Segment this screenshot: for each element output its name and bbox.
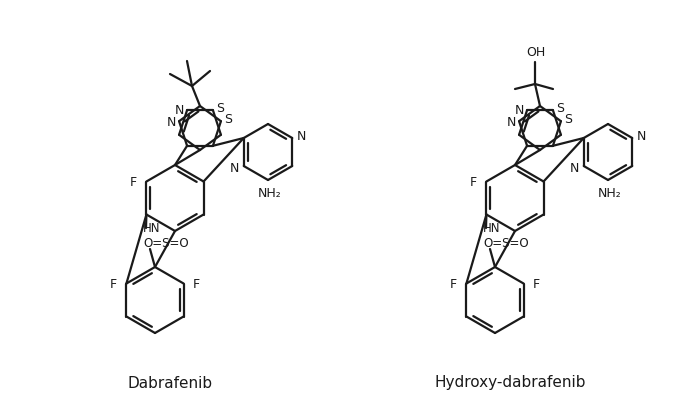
Text: N: N (570, 162, 579, 175)
Text: S: S (216, 102, 224, 115)
Text: Hydroxy-dabrafenib: Hydroxy-dabrafenib (434, 376, 586, 391)
Text: N: N (174, 104, 184, 117)
Text: O=S=O: O=S=O (483, 237, 529, 250)
Text: S: S (224, 113, 232, 126)
Text: N: N (506, 116, 516, 129)
Text: N: N (637, 130, 646, 143)
Text: F: F (533, 278, 540, 291)
Text: F: F (470, 176, 477, 189)
Text: O=S=O: O=S=O (143, 237, 188, 250)
Text: S: S (556, 102, 564, 115)
Text: N: N (230, 162, 240, 175)
Text: NH₂: NH₂ (258, 186, 282, 199)
Text: OH: OH (526, 45, 545, 58)
Text: F: F (450, 278, 457, 291)
Text: NH₂: NH₂ (598, 186, 622, 199)
Text: N: N (296, 130, 306, 143)
Text: HN: HN (143, 222, 161, 235)
Text: N: N (167, 116, 176, 129)
Text: F: F (130, 176, 137, 189)
Text: S: S (564, 113, 572, 126)
Text: F: F (193, 278, 200, 291)
Text: Dabrafenib: Dabrafenib (128, 376, 213, 391)
Text: HN: HN (483, 222, 500, 235)
Text: N: N (514, 104, 524, 117)
Text: F: F (110, 278, 117, 291)
